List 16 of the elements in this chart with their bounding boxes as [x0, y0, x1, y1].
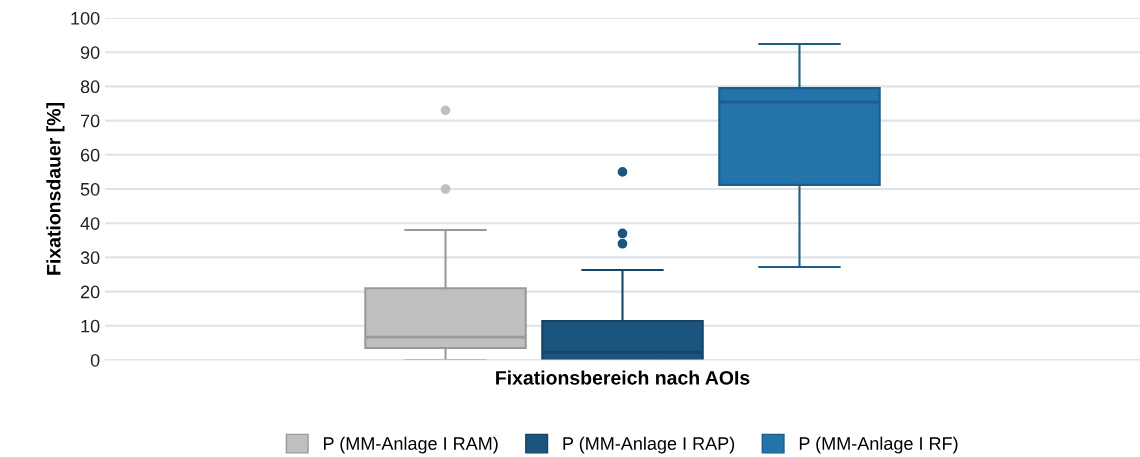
- y-tick-label: 30: [80, 251, 100, 265]
- y-tick-label: 70: [80, 114, 100, 128]
- y-tick-label: 10: [81, 319, 100, 333]
- y-tick-label: 40: [80, 217, 100, 230]
- y-tick-label: 90: [80, 46, 100, 59]
- legend-label: P (MM-Anlage I RF): [799, 436, 958, 454]
- y-tick-label: 60: [80, 148, 100, 162]
- y-tick-label: 50: [80, 182, 100, 196]
- legend-label: P (MM-Anlage I RAP): [563, 436, 735, 454]
- y-tick-label: 100: [71, 11, 100, 25]
- y-axis-title: Fixationsdauer [%]: [46, 103, 65, 275]
- y-tick-label: 20: [80, 285, 100, 299]
- y-tick-label: 0: [90, 353, 100, 367]
- x-axis-title: Fixationsbereich nach AOIs: [496, 370, 750, 385]
- legend-label: P (MM-Anlage I RAM): [324, 436, 498, 454]
- y-tick-label: 80: [80, 80, 100, 94]
